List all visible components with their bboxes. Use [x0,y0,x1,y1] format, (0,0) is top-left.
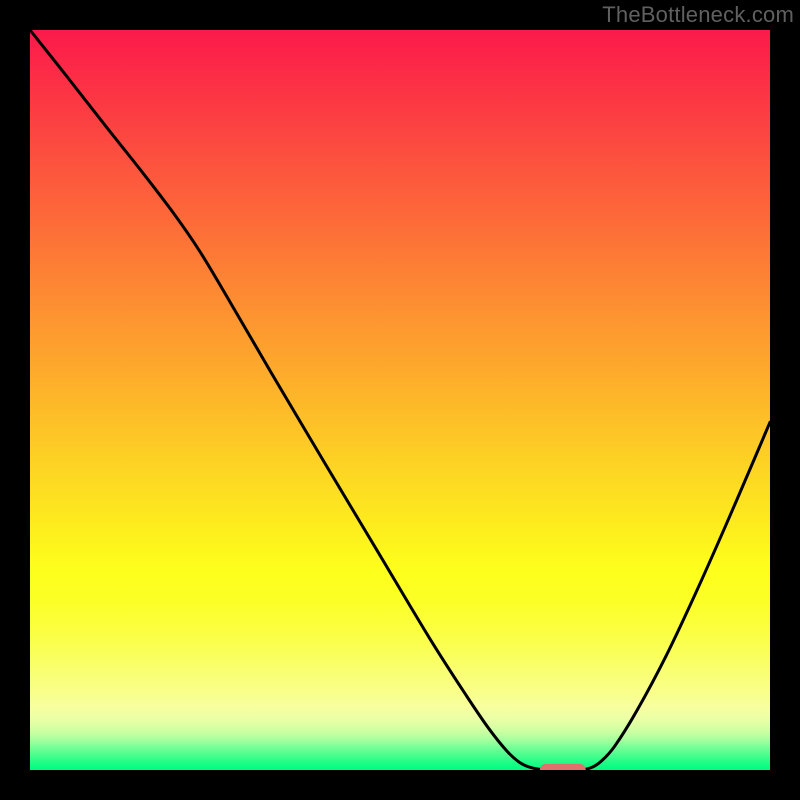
plot-gradient-background [30,30,770,770]
chart-svg [0,0,800,800]
watermark-text: TheBottleneck.com [602,2,794,28]
chart-root: TheBottleneck.com [0,0,800,800]
